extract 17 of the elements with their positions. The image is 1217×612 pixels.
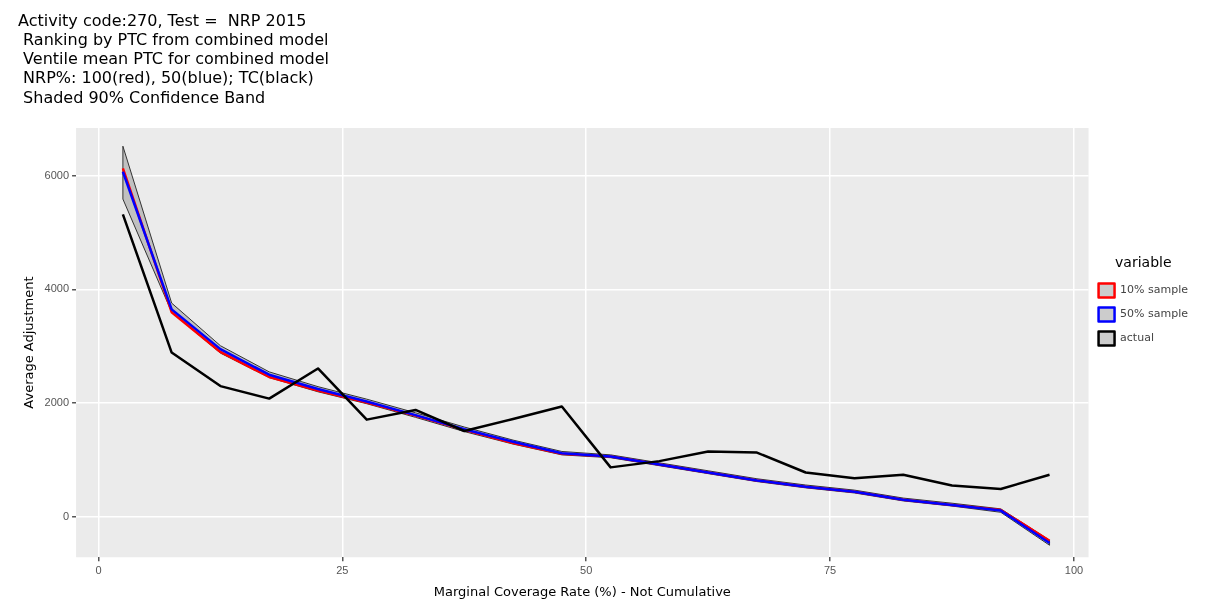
- legend-label: actual: [1120, 331, 1154, 345]
- y-tick-label: 2000: [44, 396, 70, 409]
- x-tick-label: 50: [580, 563, 593, 576]
- y-tick-label: 6000: [44, 168, 70, 181]
- x-tick-label: 0: [95, 563, 102, 576]
- x-tick-label: 75: [823, 563, 837, 576]
- y-axis-title: Average Adjustment: [21, 276, 37, 409]
- x-tick-label: 25: [336, 563, 349, 576]
- y-tick-label: 4000: [44, 282, 70, 295]
- y-tick-label: 0: [62, 509, 70, 522]
- chart-subtitle: Ranking by PTC from combined model Ventile mean PTC for combined model NRP%: 100(red), 50(blue); TC(black) Shaded 90% Confidence Band: [18, 29, 329, 107]
- x-tick-label: 100: [1064, 563, 1084, 576]
- legend-title: variable: [1115, 254, 1172, 271]
- x-axis-title: Marginal Coverage Rate (%) - Not Cumulative: [433, 583, 731, 599]
- legend-label: 50% sample: [1120, 307, 1189, 321]
- legend-label: 10% sample: [1120, 283, 1189, 297]
- chart-title: Activity code:270, Test = NRP 2015: [18, 10, 307, 30]
